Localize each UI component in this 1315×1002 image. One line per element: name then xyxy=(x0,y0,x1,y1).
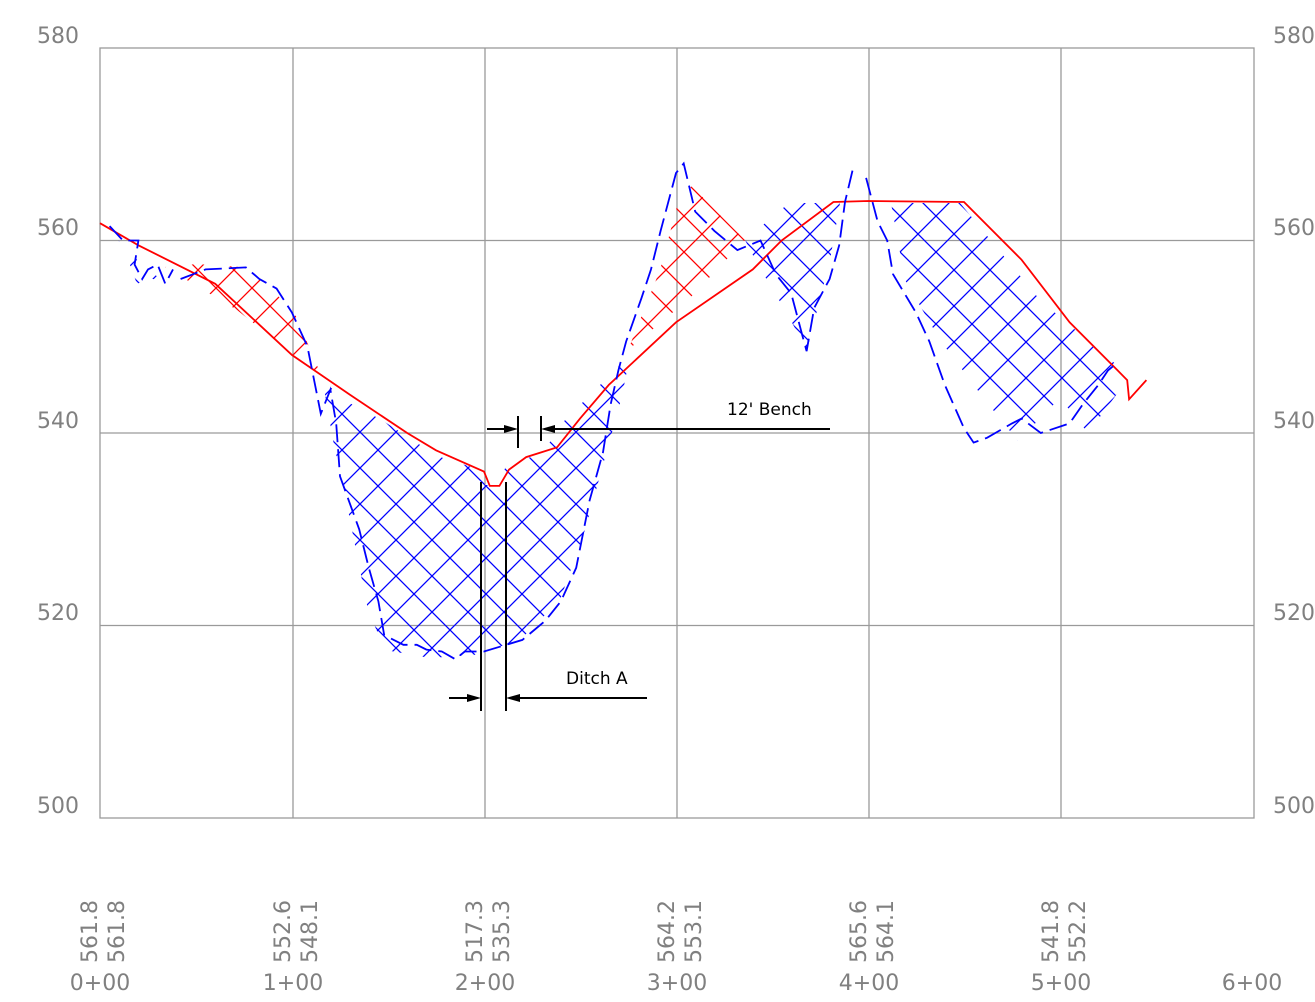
station-label: 6+00 xyxy=(1222,971,1282,996)
proposed-elevation-label: 535.3 xyxy=(490,900,515,963)
cut-area-right xyxy=(891,203,1125,441)
grid xyxy=(99,47,1255,819)
station-label: 1+00 xyxy=(263,971,323,996)
bench-label: 12' Bench xyxy=(727,400,812,420)
y-tick-label: 540 xyxy=(1273,409,1315,434)
ditch-arrowhead-left xyxy=(467,694,481,702)
station-label: 5+00 xyxy=(1031,971,1091,996)
proposed-elevation-label: 561.8 xyxy=(105,900,130,963)
y-tick-label: 540 xyxy=(37,409,79,434)
station-label: 4+00 xyxy=(839,971,899,996)
proposed-grade-polyline xyxy=(99,200,1148,487)
existing-elevation-label: 552.6 xyxy=(271,900,296,963)
cut-area-left-small xyxy=(118,240,165,284)
ditch-annotation xyxy=(449,482,647,711)
y-tick-label: 560 xyxy=(37,216,79,241)
y-tick-label: 500 xyxy=(1273,794,1315,819)
existing-elevation-label: 541.8 xyxy=(1039,900,1064,963)
proposed-grade-line xyxy=(99,200,1148,487)
existing-elevation-label: 517.3 xyxy=(463,900,488,963)
proposed-elevation-label: 553.1 xyxy=(682,900,707,963)
existing-ground-segment xyxy=(180,161,854,661)
existing-elevation-label: 564.2 xyxy=(655,900,680,963)
y-tick-label: 520 xyxy=(37,601,79,626)
station-label: 2+00 xyxy=(455,971,515,996)
fill-area-left xyxy=(165,264,322,377)
cut-fill-hatching xyxy=(118,186,1125,658)
y-tick-label: 580 xyxy=(37,24,79,49)
bench-arrowhead-right xyxy=(541,425,555,433)
proposed-elevation-label: 548.1 xyxy=(298,900,323,963)
y-axis-labels-right: 580 560 540 520 500 xyxy=(1273,24,1315,819)
proposed-elevation-label: 552.2 xyxy=(1066,900,1091,963)
y-axis-labels-left: 580 560 540 520 500 xyxy=(37,24,79,819)
y-tick-label: 560 xyxy=(1273,216,1315,241)
cut-area-ditch xyxy=(322,355,630,658)
station-labels: 0+00 1+00 2+00 3+00 4+00 5+00 6+00 xyxy=(70,971,1282,996)
plot-frame xyxy=(99,47,1255,819)
existing-ground-line xyxy=(108,161,1115,661)
y-tick-label: 520 xyxy=(1273,601,1315,626)
proposed-elevation-label: 564.1 xyxy=(874,900,899,963)
ditch-arrowhead-right xyxy=(506,694,520,702)
bench-annotation xyxy=(487,416,830,448)
y-tick-label: 500 xyxy=(37,794,79,819)
elevation-labels: 561.8 561.8 552.6 548.1 517.3 535.3 564.… xyxy=(78,900,1091,963)
fill-area-middle xyxy=(628,186,745,350)
existing-elevation-label: 565.6 xyxy=(847,900,872,963)
y-tick-label: 580 xyxy=(1273,24,1315,49)
station-label: 3+00 xyxy=(647,971,707,996)
existing-elevation-label: 561.8 xyxy=(78,900,103,963)
existing-ground-segment xyxy=(108,225,174,286)
station-label: 0+00 xyxy=(70,971,130,996)
bench-arrowhead-left xyxy=(504,425,518,433)
ditch-label: Ditch A xyxy=(566,669,628,689)
cut-area-middle xyxy=(745,203,840,350)
